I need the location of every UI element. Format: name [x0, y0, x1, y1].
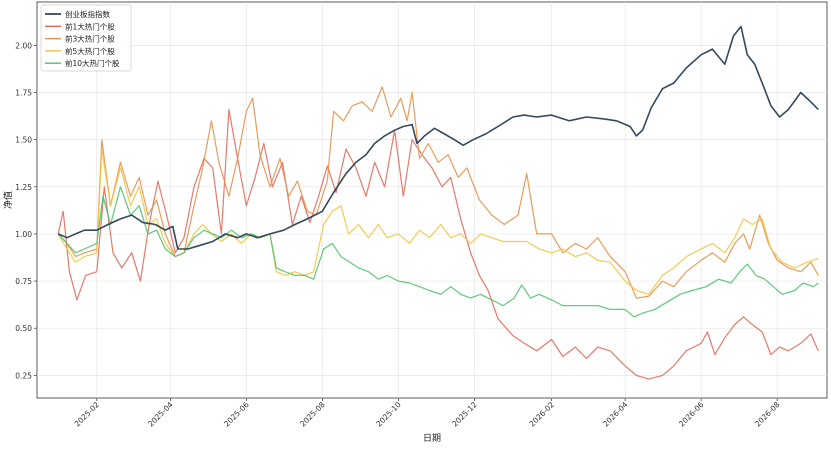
x-tick-label: 2026-06 [677, 400, 706, 429]
series-line-0 [57, 25, 819, 250]
x-tick-label: 2025-02 [73, 400, 102, 429]
grid-lines [37, 2, 827, 398]
x-tick-label: 2025-04 [146, 400, 175, 429]
x-tick-label: 2025-12 [450, 400, 479, 429]
series-line-3 [57, 148, 819, 295]
legend-box [40, 4, 132, 72]
y-tick-label: 1.50 [15, 136, 32, 145]
series-line-1 [57, 108, 819, 380]
series-line-4 [57, 186, 819, 318]
legend-label: 前1大热门个股 [65, 21, 115, 31]
x-tick-label: 2025-06 [222, 400, 251, 429]
y-tick-label: 1.00 [15, 230, 32, 239]
x-tick-label: 2026-04 [601, 400, 630, 429]
x-tick-label: 2026-02 [528, 400, 557, 429]
x-tick-label: 2026-08 [753, 400, 782, 429]
y-tick-label: 0.75 [15, 277, 32, 286]
plot-area [36, 1, 828, 399]
y-tick-label: 0.25 [15, 371, 32, 380]
x-axis-label: 日期 [423, 433, 441, 444]
y-tick-label: 1.25 [15, 183, 32, 192]
legend-label: 创业板指指数 [65, 9, 110, 19]
legend-label: 前10大热门个股 [65, 58, 120, 68]
y-tick-label: 1.75 [15, 89, 32, 98]
legend-label: 前3大热门个股 [65, 34, 115, 44]
x-tick-label: 2025-08 [298, 400, 327, 429]
y-tick-label: 0.50 [15, 324, 32, 333]
x-tick-label: 2025-10 [374, 400, 403, 429]
series-line-2 [57, 86, 819, 299]
legend-label: 前5大热门个股 [65, 46, 115, 56]
y-axis-label: 净值 [2, 191, 14, 209]
series-layer [57, 25, 819, 380]
y-tick-label: 2.00 [15, 41, 32, 50]
